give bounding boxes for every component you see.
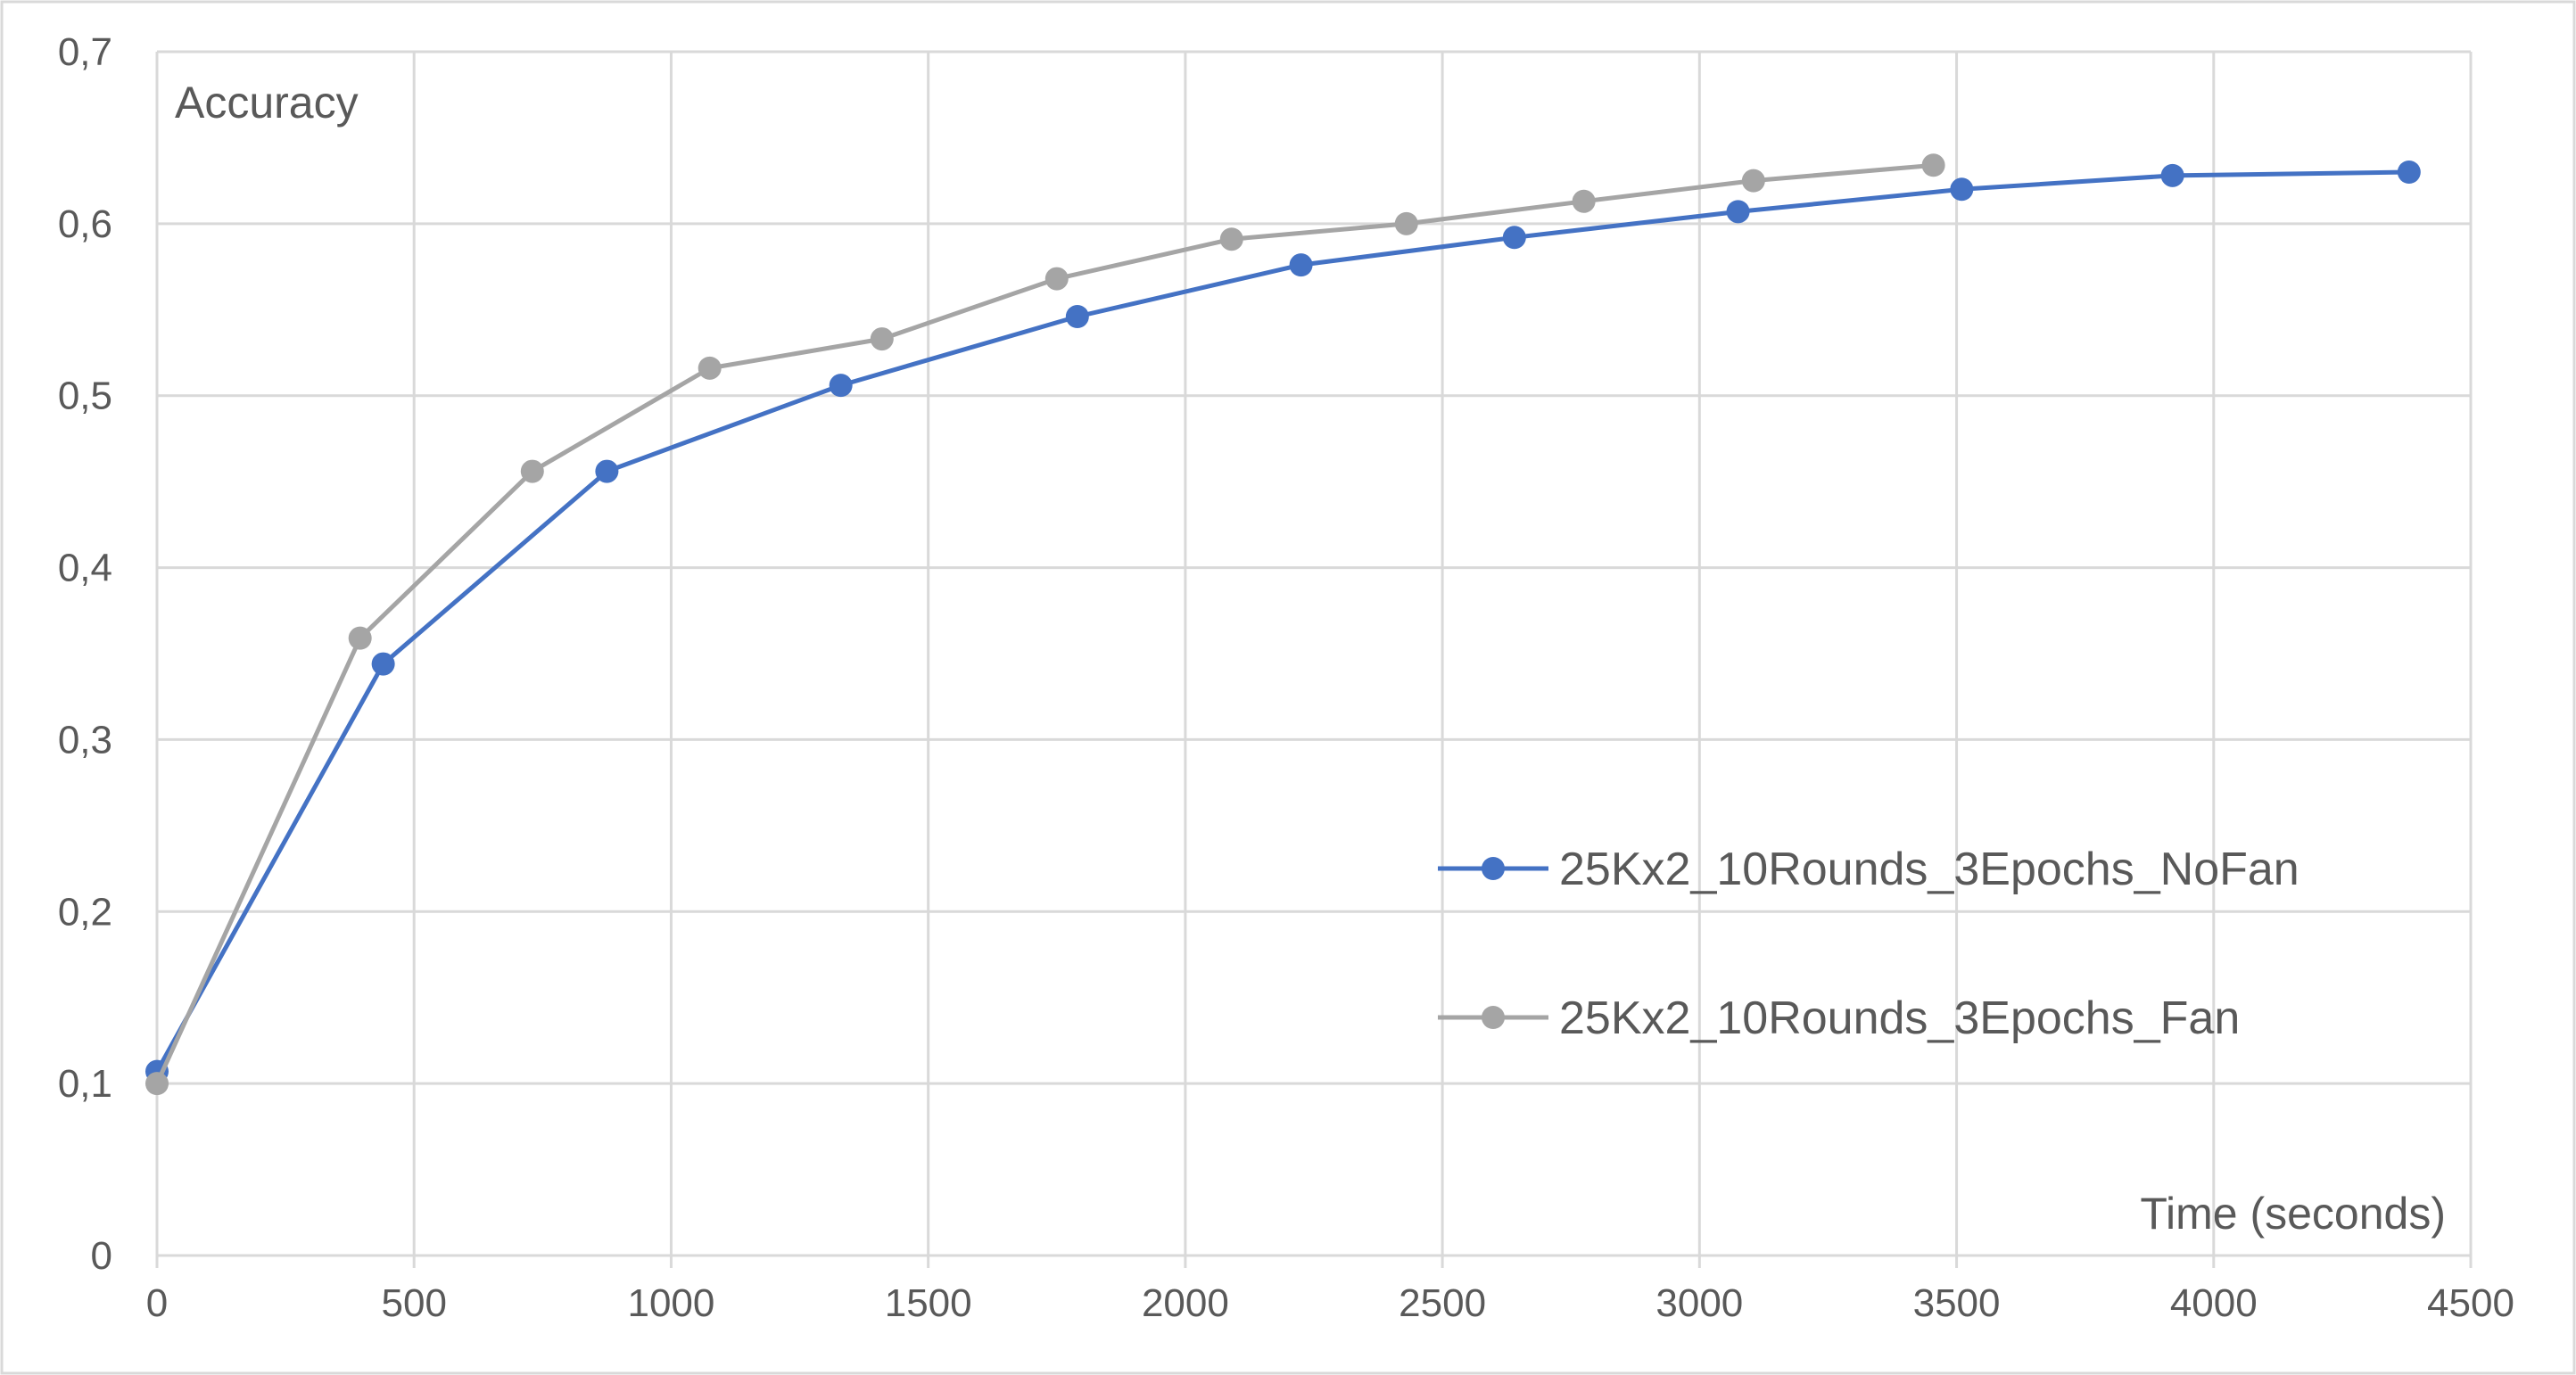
data-point [520, 459, 544, 483]
data-point [1950, 177, 1974, 202]
x-tick-label: 4000 [2170, 1281, 2258, 1325]
y-tick-label: 0,1 [58, 1062, 112, 1106]
legend-marker [1482, 1006, 1505, 1029]
x-axis-title: Time (seconds) [2140, 1189, 2446, 1239]
x-tick-label: 4500 [2427, 1281, 2514, 1325]
data-point [1044, 267, 1069, 291]
data-point [1572, 189, 1596, 213]
data-point [371, 652, 395, 676]
data-point [2160, 163, 2184, 187]
x-tick-label: 3000 [1655, 1281, 1743, 1325]
data-point [2397, 161, 2421, 184]
y-axis-title: Accuracy [175, 78, 359, 128]
y-tick-label: 0 [91, 1234, 112, 1278]
x-tick-label: 2000 [1142, 1281, 1229, 1325]
data-point [1726, 200, 1750, 224]
x-tick-label: 500 [382, 1281, 447, 1325]
x-tick-label: 1500 [885, 1281, 972, 1325]
data-point [145, 1072, 169, 1096]
x-tick-label: 1000 [627, 1281, 714, 1325]
data-point [1394, 211, 1418, 235]
y-tick-label: 0,5 [58, 375, 112, 418]
y-tick-label: 0,3 [58, 718, 112, 762]
series [145, 153, 2421, 1096]
data-point [870, 327, 894, 351]
legend: 25Kx2_10Rounds_3Epochs_NoFan 25Kx2_10Roun… [1438, 844, 2299, 1044]
legend-marker [1482, 857, 1505, 880]
data-point [595, 459, 619, 483]
x-tick-label: 2500 [1399, 1281, 1486, 1325]
y-tick-label: 0,6 [58, 202, 112, 246]
data-point [829, 374, 853, 398]
data-point [698, 356, 722, 380]
data-point [348, 626, 372, 650]
y-tick-label: 0,7 [58, 30, 112, 74]
x-tick-label: 0 [146, 1281, 168, 1325]
data-point [1289, 253, 1313, 277]
axes: 0 0,1 0,2 0,3 0,4 0,5 0,6 0,7 0 500 1000 1500 2000 25… [58, 30, 2514, 1325]
data-point [1741, 169, 1765, 193]
data-point [1219, 227, 1243, 251]
y-tick-label: 0,4 [58, 547, 112, 590]
data-point [1921, 153, 1945, 177]
data-point [1502, 226, 1526, 250]
legend-label: 25Kx2_10Rounds_3Epochs_Fan [1559, 992, 2240, 1044]
legend-label: 25Kx2_10Rounds_3Epochs_NoFan [1559, 844, 2299, 895]
x-tick-label: 3500 [1913, 1281, 2001, 1325]
gridlines [155, 50, 2473, 1257]
data-point [1065, 305, 1089, 328]
y-tick-label: 0,2 [58, 890, 112, 934]
